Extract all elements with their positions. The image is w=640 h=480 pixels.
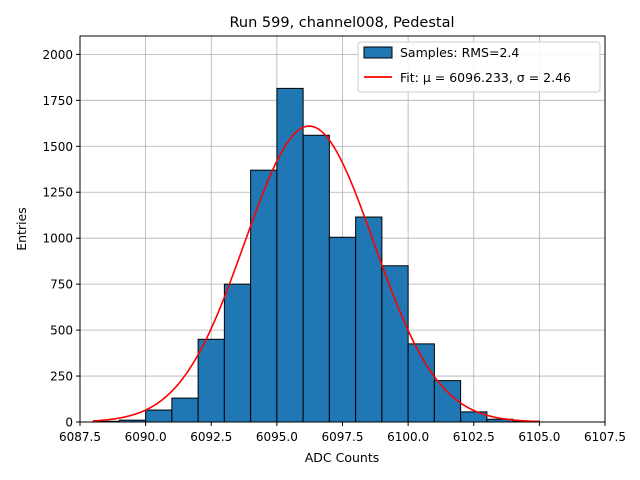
legend: Samples: RMS=2.4 Fit: μ = 6096.233, σ = … [357, 41, 601, 93]
histogram-bar [433, 380, 462, 423]
y-tick-label: 750 [50, 278, 73, 292]
y-axis-ticks: 0 250 500 750 1000 1250 1500 1750 2000 [42, 48, 80, 430]
chart-title: Run 599, channel008, Pedestal [229, 15, 454, 31]
y-tick-label: 1500 [42, 140, 73, 154]
y-tick-label: 2000 [42, 48, 73, 62]
histogram-bar [171, 397, 199, 423]
histogram-bar [328, 236, 357, 423]
x-tick-label: 6105.0 [518, 430, 560, 444]
x-tick-label: 6095.0 [256, 430, 298, 444]
histogram-bar [302, 134, 330, 423]
histogram-bar [223, 283, 252, 423]
legend-swatch-samples [363, 46, 393, 59]
histogram-bar [250, 169, 278, 423]
x-tick-label: 6087.5 [59, 430, 101, 444]
x-tick-label: 6100.0 [387, 430, 429, 444]
x-tick-label: 6102.5 [453, 430, 495, 444]
y-tick-label: 250 [50, 370, 73, 384]
x-axis-label: ADC Counts [305, 450, 380, 465]
gaussian-fit-curve [93, 125, 540, 423]
x-tick-label: 6107.5 [584, 430, 626, 444]
y-axis-label: Entries [14, 207, 29, 251]
histogram-bar [197, 338, 225, 423]
x-tick-label: 6092.5 [190, 430, 232, 444]
y-tick-label: 0 [65, 416, 73, 430]
x-tick-label: 6097.5 [322, 430, 364, 444]
y-tick-label: 1000 [42, 232, 73, 246]
histogram-bar [355, 216, 383, 423]
fit-curve-layer [93, 125, 540, 423]
histogram-bar [145, 409, 173, 423]
histogram-bar [381, 265, 409, 423]
x-tick-label: 6090.0 [125, 430, 167, 444]
legend-label-samples: Samples: RMS=2.4 [400, 45, 519, 60]
y-tick-label: 1750 [42, 94, 73, 108]
histogram-bar [276, 87, 304, 423]
legend-label-fit: Fit: μ = 6096.233, σ = 2.46 [400, 70, 571, 85]
x-axis-ticks: 6087.5 6090.0 6092.5 6095.0 6097.5 6100.0 6102… [59, 422, 626, 444]
y-tick-label: 500 [50, 324, 73, 338]
y-tick-label: 1250 [42, 186, 73, 200]
legend-box [357, 41, 601, 93]
